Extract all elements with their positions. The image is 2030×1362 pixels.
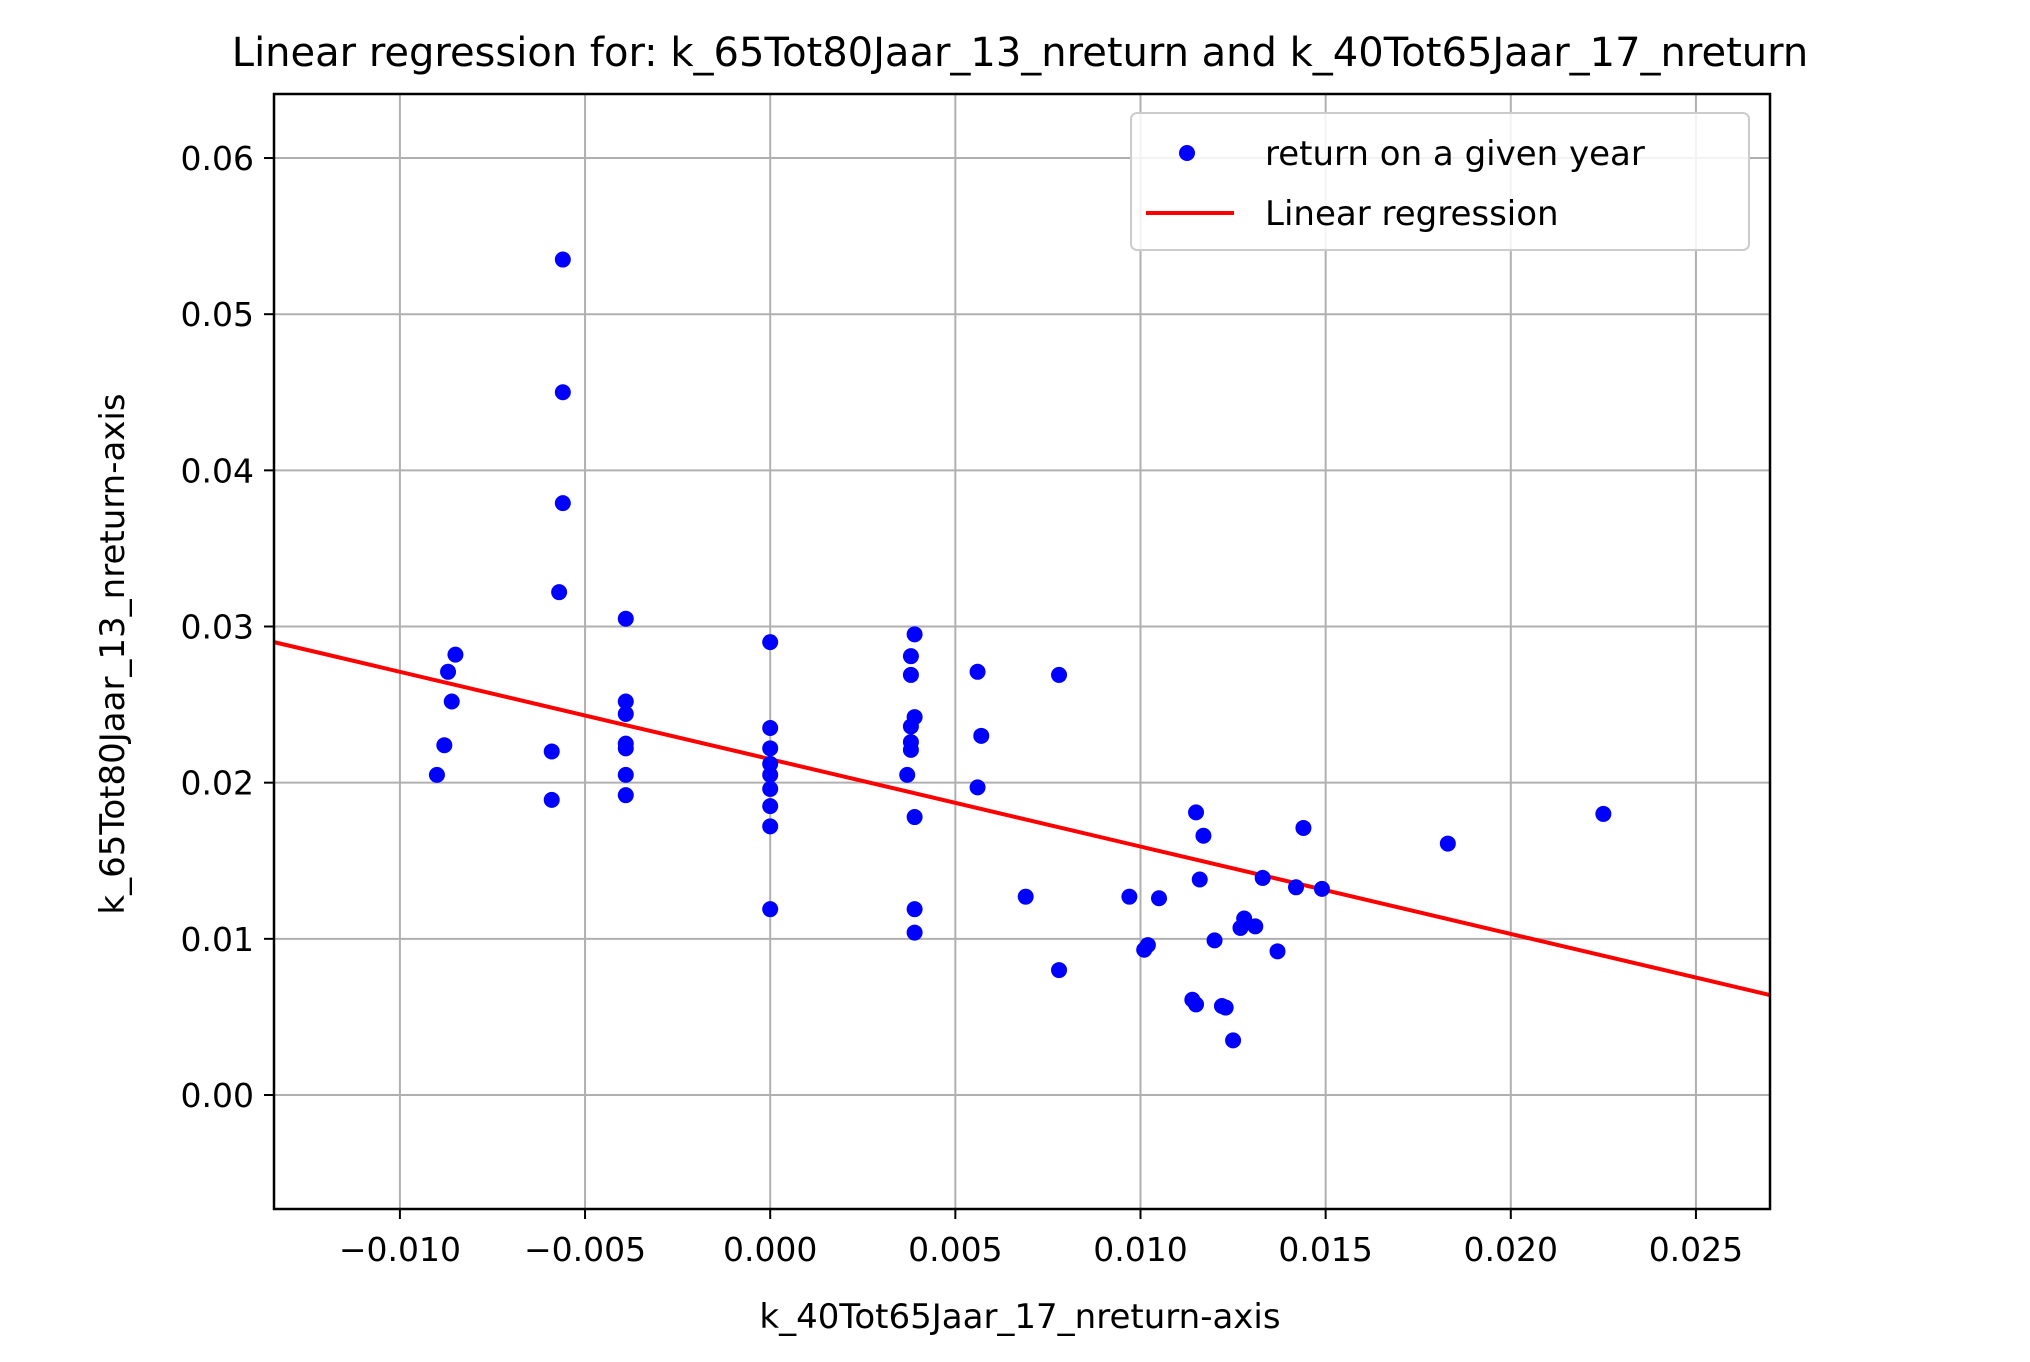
legend-box bbox=[1130, 112, 1750, 251]
data-point bbox=[440, 663, 457, 680]
data-point bbox=[762, 798, 779, 815]
legend-scatter-marker bbox=[1179, 145, 1195, 161]
y-tick-label: 0.03 bbox=[181, 608, 254, 647]
x-tick-label: 0.025 bbox=[1649, 1230, 1743, 1269]
data-point bbox=[902, 648, 919, 665]
data-point bbox=[617, 787, 634, 804]
data-point bbox=[1439, 835, 1456, 852]
data-point bbox=[443, 693, 460, 710]
x-tick-label: 0.015 bbox=[1278, 1230, 1372, 1269]
data-point bbox=[1139, 937, 1156, 954]
data-point bbox=[1121, 888, 1138, 905]
x-tick-label: 0.000 bbox=[723, 1230, 817, 1269]
plot-frame bbox=[272, 92, 1772, 1211]
data-point bbox=[617, 610, 634, 627]
y-tick-label: 0.05 bbox=[181, 295, 254, 334]
data-point bbox=[617, 705, 634, 722]
data-point bbox=[1288, 879, 1305, 896]
data-point bbox=[762, 634, 779, 651]
x-tick-label: −0.010 bbox=[339, 1230, 461, 1269]
y-axis-ticks: 0.00 0.01 0.02 0.03 0.04 0.05 0.06 bbox=[181, 139, 274, 1115]
data-point bbox=[762, 755, 779, 772]
x-tick-label: 0.005 bbox=[908, 1230, 1002, 1269]
data-point bbox=[1247, 918, 1264, 935]
data-point bbox=[906, 901, 923, 918]
data-point bbox=[762, 740, 779, 757]
y-tick-label: 0.06 bbox=[181, 139, 254, 178]
data-point bbox=[902, 718, 919, 735]
data-point bbox=[428, 766, 445, 783]
data-point bbox=[1595, 805, 1612, 822]
data-point bbox=[1051, 962, 1068, 979]
data-point bbox=[554, 495, 571, 512]
data-point bbox=[902, 666, 919, 683]
data-points bbox=[428, 251, 1612, 1049]
data-point bbox=[906, 924, 923, 941]
data-point bbox=[617, 766, 634, 783]
x-tick-label: 0.020 bbox=[1464, 1230, 1558, 1269]
legend: return on a given year Linear regression bbox=[1130, 112, 1750, 251]
data-point bbox=[1236, 910, 1253, 927]
data-point bbox=[762, 720, 779, 737]
data-point bbox=[1206, 932, 1223, 949]
data-point bbox=[1295, 819, 1312, 836]
data-point bbox=[906, 809, 923, 826]
x-tick-label: 0.010 bbox=[1093, 1230, 1187, 1269]
data-point bbox=[1051, 666, 1068, 683]
data-point bbox=[1188, 804, 1205, 821]
legend-label-regression: Linear regression bbox=[1265, 194, 1559, 234]
data-point bbox=[1195, 827, 1212, 844]
data-point bbox=[617, 693, 634, 710]
data-point bbox=[762, 818, 779, 835]
data-point bbox=[436, 737, 453, 754]
data-point bbox=[973, 727, 990, 744]
data-point bbox=[1225, 1032, 1242, 1049]
x-tick-label: −0.005 bbox=[524, 1230, 646, 1269]
y-tick-label: 0.00 bbox=[181, 1076, 254, 1115]
grid-lines bbox=[274, 94, 1770, 1209]
chart-title: Linear regression for: k_65Tot80Jaar_13_… bbox=[232, 30, 1808, 76]
data-point bbox=[554, 384, 571, 401]
data-point bbox=[554, 251, 571, 268]
data-point bbox=[1254, 869, 1271, 886]
regression-line bbox=[273, 640, 1771, 998]
data-point bbox=[762, 901, 779, 918]
data-point bbox=[1269, 943, 1286, 960]
data-point bbox=[1151, 890, 1168, 907]
y-tick-label: 0.02 bbox=[181, 764, 254, 803]
data-point bbox=[617, 740, 634, 757]
data-point bbox=[906, 626, 923, 643]
y-axis-label: k_65Tot80Jaar_13_nreturn-axis bbox=[93, 393, 133, 914]
data-point bbox=[1017, 888, 1034, 905]
data-point bbox=[762, 766, 779, 783]
y-tick-label: 0.04 bbox=[181, 451, 254, 490]
data-point bbox=[1191, 871, 1208, 888]
y-tick-label: 0.01 bbox=[181, 920, 254, 959]
data-point bbox=[899, 766, 916, 783]
data-point bbox=[902, 741, 919, 758]
data-point bbox=[762, 780, 779, 797]
data-point bbox=[1188, 996, 1205, 1013]
x-axis-label: k_40Tot65Jaar_17_nreturn-axis bbox=[759, 1297, 1280, 1337]
data-point bbox=[543, 743, 560, 760]
regression-line-layer bbox=[273, 640, 1771, 998]
data-point bbox=[551, 584, 568, 601]
data-point bbox=[969, 779, 986, 796]
legend-label-scatter: return on a given year bbox=[1265, 134, 1645, 174]
data-point bbox=[447, 646, 464, 663]
x-axis-ticks: −0.010 −0.005 0.000 0.005 0.010 0.015 0.020 0.0… bbox=[339, 1209, 1743, 1269]
data-point bbox=[1313, 880, 1330, 897]
data-point bbox=[969, 663, 986, 680]
data-point bbox=[543, 791, 560, 808]
data-point bbox=[1217, 999, 1234, 1016]
